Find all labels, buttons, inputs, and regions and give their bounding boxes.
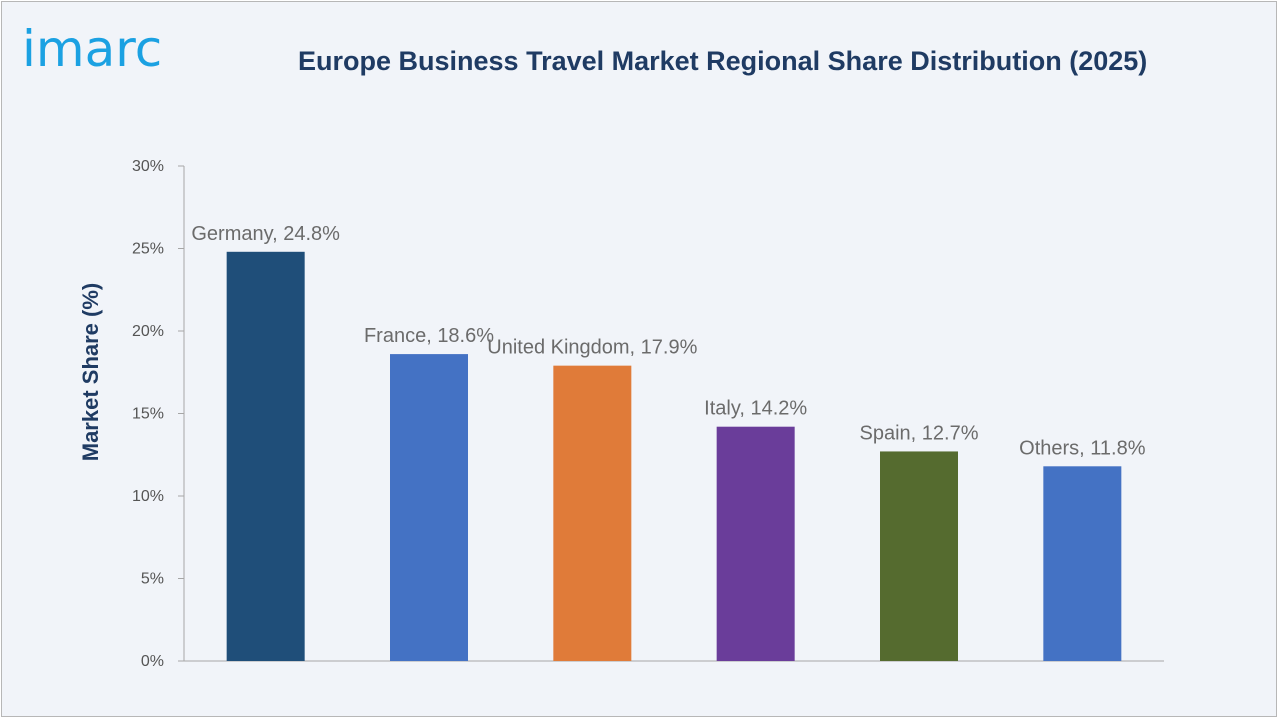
- y-tick-label: 5%: [141, 571, 164, 588]
- bar-france: [390, 354, 468, 661]
- bar-united-kingdom: [553, 365, 632, 661]
- imarc-logo: imarc: [22, 20, 163, 78]
- data-label: France, 18.6%: [364, 325, 494, 347]
- data-label: Spain, 12.7%: [860, 422, 979, 444]
- y-tick-label: 30%: [132, 158, 164, 175]
- bar-germany: [226, 251, 305, 662]
- y-tick-label: 25%: [132, 241, 164, 258]
- bar-spain: [880, 451, 958, 661]
- chart-title: Europe Business Travel Market Regional S…: [298, 46, 1148, 76]
- y-tick-label: 0%: [141, 653, 164, 670]
- y-tick-label: 15%: [132, 406, 164, 423]
- y-tick-label: 10%: [132, 488, 164, 505]
- data-label: Italy, 14.2%: [704, 398, 807, 420]
- y-tick-label: 20%: [132, 323, 164, 340]
- data-label: Germany, 24.8%: [191, 223, 340, 245]
- bar-others: [1043, 466, 1122, 661]
- bar-italy: [716, 426, 795, 661]
- data-label: Others, 11.8%: [1019, 437, 1146, 459]
- data-label: United Kingdom, 17.9%: [487, 337, 697, 359]
